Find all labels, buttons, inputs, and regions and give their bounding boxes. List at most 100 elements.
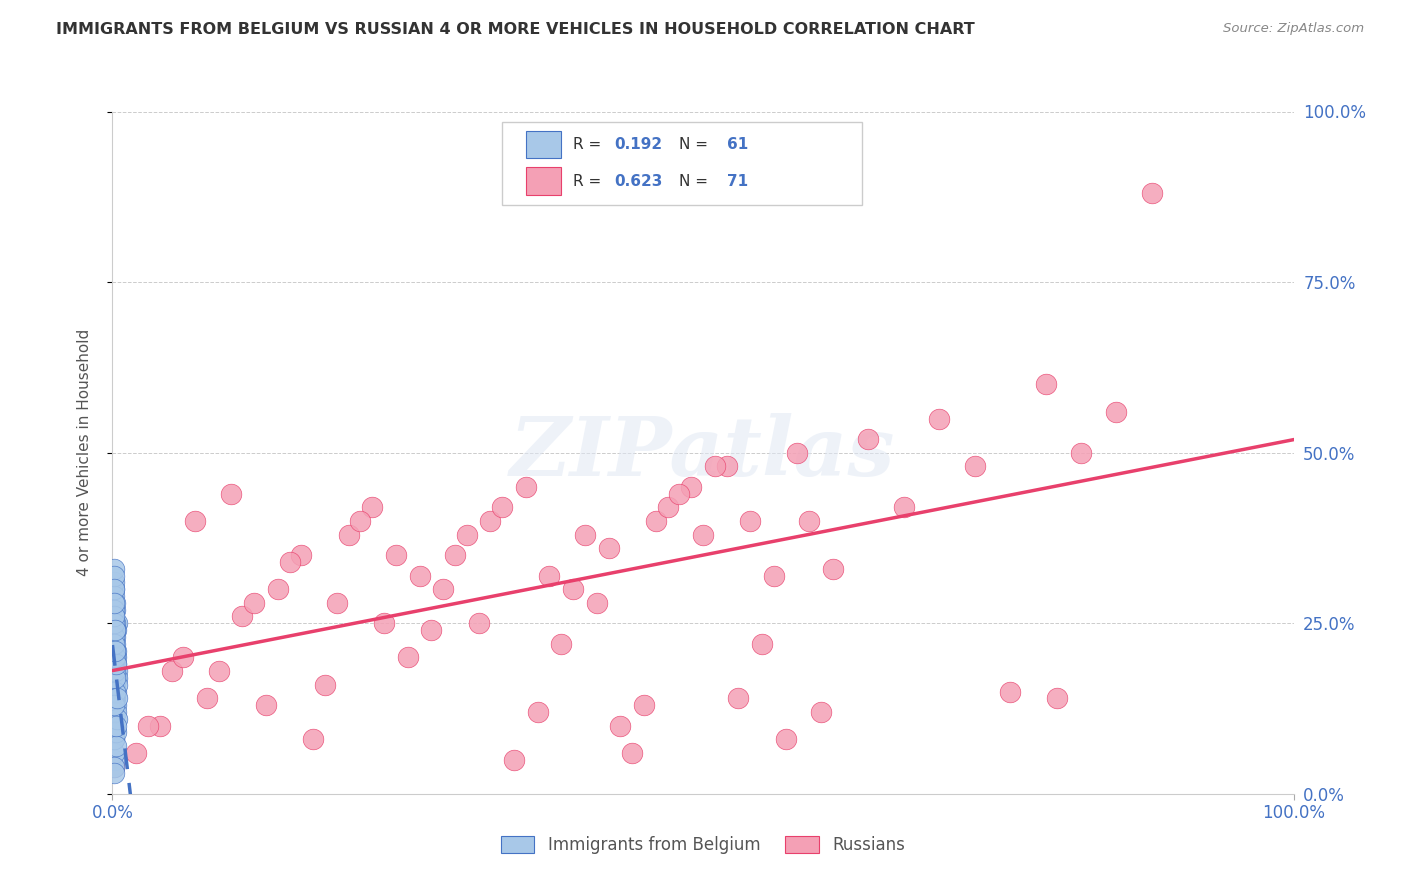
Point	[105, 678, 128, 692]
Point	[104, 684, 127, 698]
Point	[716, 459, 738, 474]
Point	[103, 616, 125, 631]
Point	[103, 759, 125, 773]
Point	[254, 698, 277, 713]
Point	[184, 514, 207, 528]
Point	[208, 664, 231, 678]
Point	[104, 671, 127, 685]
Point	[598, 541, 620, 556]
Point	[231, 609, 253, 624]
Point	[103, 691, 125, 706]
Point	[104, 650, 127, 665]
Point	[385, 548, 408, 562]
Text: ZIPatlas: ZIPatlas	[510, 413, 896, 492]
Point	[444, 548, 467, 562]
Point	[104, 630, 127, 644]
Point	[103, 582, 125, 596]
Point	[103, 589, 125, 603]
Text: 0.192: 0.192	[614, 136, 662, 152]
Point	[103, 596, 125, 610]
Point	[103, 562, 125, 576]
Point	[104, 664, 127, 678]
Point	[104, 643, 127, 657]
Point	[104, 650, 127, 665]
Point	[998, 684, 1021, 698]
Text: N =: N =	[679, 136, 713, 152]
Point	[585, 596, 607, 610]
Point	[105, 664, 128, 678]
Text: Source: ZipAtlas.com: Source: ZipAtlas.com	[1223, 22, 1364, 36]
Point	[775, 732, 797, 747]
Point	[105, 712, 128, 726]
Y-axis label: 4 or more Vehicles in Household: 4 or more Vehicles in Household	[77, 329, 91, 576]
Point	[609, 719, 631, 733]
Point	[105, 657, 128, 672]
Text: IMMIGRANTS FROM BELGIUM VS RUSSIAN 4 OR MORE VEHICLES IN HOUSEHOLD CORRELATION C: IMMIGRANTS FROM BELGIUM VS RUSSIAN 4 OR …	[56, 22, 974, 37]
Point	[574, 527, 596, 541]
Point	[105, 719, 128, 733]
FancyBboxPatch shape	[526, 130, 561, 158]
Text: 71: 71	[727, 174, 748, 188]
Point	[491, 500, 513, 515]
Point	[104, 637, 127, 651]
Point	[928, 411, 950, 425]
Point	[105, 671, 128, 685]
Point	[799, 514, 821, 528]
Point	[337, 527, 360, 541]
Point	[550, 637, 572, 651]
Point	[104, 657, 127, 672]
Point	[105, 623, 128, 637]
Point	[103, 568, 125, 582]
Point	[267, 582, 290, 596]
Point	[105, 616, 128, 631]
Point	[762, 568, 785, 582]
Point	[103, 596, 125, 610]
Point	[104, 643, 127, 657]
FancyBboxPatch shape	[526, 168, 561, 194]
Point	[621, 746, 644, 760]
Point	[103, 609, 125, 624]
Point	[703, 459, 725, 474]
Point	[103, 575, 125, 590]
Point	[479, 514, 502, 528]
Point	[326, 596, 349, 610]
Point	[633, 698, 655, 713]
Point	[408, 568, 430, 582]
Point	[104, 596, 127, 610]
Point	[373, 616, 395, 631]
Point	[302, 732, 325, 747]
Point	[103, 602, 125, 616]
Point	[740, 514, 762, 528]
Point	[963, 459, 986, 474]
Point	[1070, 446, 1092, 460]
Point	[195, 691, 218, 706]
Point	[105, 705, 128, 719]
Text: N =: N =	[679, 174, 713, 188]
Point	[105, 684, 128, 698]
Point	[103, 609, 125, 624]
Point	[103, 732, 125, 747]
Point	[105, 650, 128, 665]
Point	[103, 637, 125, 651]
Point	[219, 486, 242, 500]
Point	[467, 616, 489, 631]
Point	[858, 432, 880, 446]
Point	[149, 719, 172, 733]
Point	[105, 698, 128, 713]
Point	[538, 568, 561, 582]
Point	[105, 725, 128, 739]
Point	[136, 719, 159, 733]
Point	[821, 562, 844, 576]
Point	[103, 582, 125, 596]
Point	[278, 555, 301, 569]
Text: 61: 61	[727, 136, 748, 152]
Point	[751, 637, 773, 651]
Point	[103, 719, 125, 733]
Point	[503, 753, 526, 767]
Point	[1035, 377, 1057, 392]
Point	[1140, 186, 1163, 201]
Point	[105, 739, 128, 753]
Text: 0.623: 0.623	[614, 174, 662, 188]
Point	[105, 671, 128, 685]
Point	[103, 630, 125, 644]
